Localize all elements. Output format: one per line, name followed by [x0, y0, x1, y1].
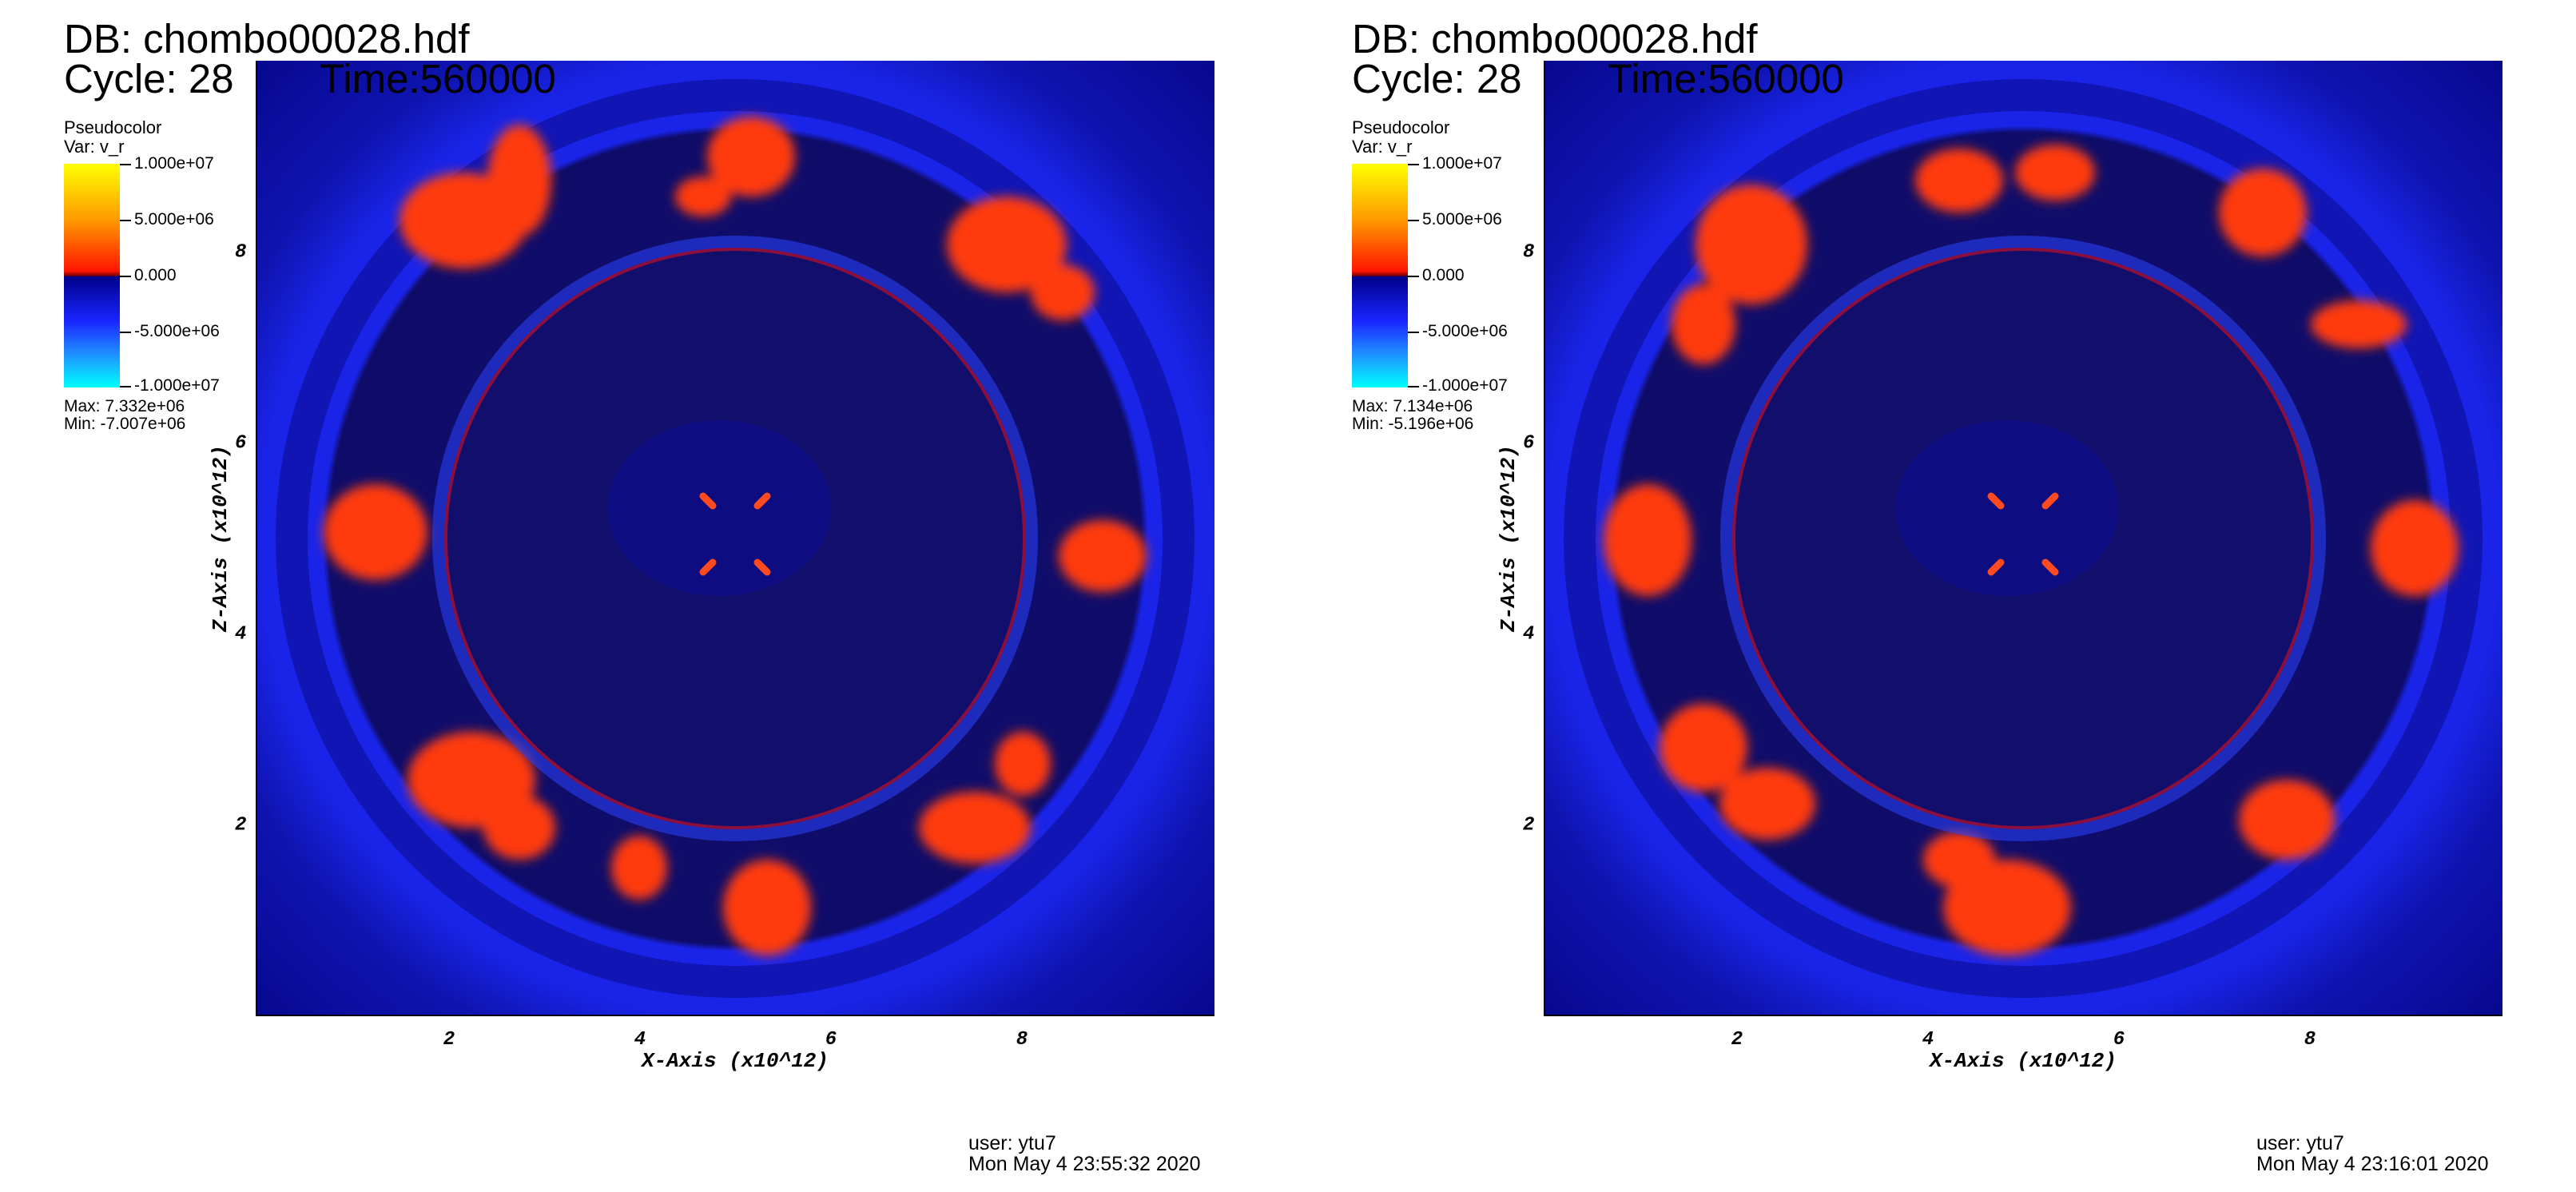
- time-label: Time:560000: [1608, 56, 1844, 101]
- y-tick-label: 6: [1523, 432, 1535, 455]
- y-tick-label: 6: [235, 432, 247, 455]
- colorbar-tick-label: 5.000e+06: [134, 210, 214, 228]
- x-tick-label: 4: [1922, 1029, 1934, 1051]
- x-tick-label: 6: [825, 1029, 837, 1051]
- cycle-label: Cycle: 28: [64, 56, 234, 101]
- colorbar-tick: [1408, 386, 1419, 387]
- colorbar-tick-label: 0.000: [134, 266, 177, 284]
- plot-window-left: DB: chombo00028.hdf Cycle: 28 Time:56000…: [64, 16, 1214, 1175]
- colorbar-tick: [120, 332, 131, 333]
- x-tick-label: 8: [2304, 1029, 2316, 1051]
- y-tick-label: 8: [1523, 241, 1535, 264]
- colorbar-tick-label: 5.000e+06: [1422, 210, 1502, 228]
- colorbar: [1352, 164, 1408, 387]
- date-label: Mon May 4 23:16:01 2020: [2256, 1153, 2489, 1175]
- pseudocolor-plot[interactable]: [256, 61, 1214, 1016]
- time-label: Time:560000: [320, 56, 556, 101]
- pseudocolor-plot[interactable]: [1544, 61, 2502, 1016]
- legend-max: Max: 7.134e+06: [1352, 397, 1473, 415]
- y-tick-label: 4: [235, 623, 247, 646]
- y-tick-label: 8: [235, 241, 247, 264]
- y-tick-label: 2: [235, 814, 247, 836]
- date-label: Mon May 4 23:55:32 2020: [968, 1153, 1201, 1175]
- colorbar-tick-label: -5.000e+06: [134, 322, 220, 340]
- colorbar: [64, 164, 120, 387]
- x-tick-label: 2: [1731, 1029, 1743, 1051]
- x-tick-label: 6: [2113, 1029, 2125, 1051]
- colorbar-tick: [120, 386, 131, 387]
- legend-min: Min: -5.196e+06: [1352, 415, 1474, 433]
- database-title: DB: chombo00028.hdf: [64, 16, 470, 62]
- y-axis-title: Z-Axis (x10^12): [1497, 444, 1521, 633]
- legend-min: Min: -7.007e+06: [64, 415, 186, 433]
- colorbar-tick-label: 0.000: [1422, 266, 1465, 284]
- x-tick-label: 8: [1016, 1029, 1028, 1051]
- y-tick-label: 4: [1523, 623, 1535, 646]
- colorbar-tick: [120, 164, 131, 165]
- plot-window-right: DB: chombo00028.hdf Cycle: 28 Time:56000…: [1288, 0, 2576, 1192]
- cycle-label: Cycle: 28: [1352, 56, 1522, 101]
- x-axis-title: X-Axis (x10^12): [1929, 1049, 2117, 1073]
- x-tick-label: 2: [443, 1029, 455, 1051]
- colorbar-tick: [120, 220, 131, 221]
- y-tick-label: 2: [1523, 814, 1535, 836]
- user-label: user: ytu7: [968, 1132, 1056, 1154]
- colorbar-tick-label: -1.000e+07: [1422, 376, 1508, 395]
- y-axis-title: Z-Axis (x10^12): [209, 444, 233, 633]
- x-tick-label: 4: [634, 1029, 646, 1051]
- colorbar-tick: [1408, 276, 1419, 277]
- legend-max: Max: 7.332e+06: [64, 397, 185, 415]
- legend-title: Pseudocolor: [64, 117, 162, 137]
- colorbar-tick-label: 1.000e+07: [134, 154, 214, 173]
- database-title: DB: chombo00028.hdf: [1352, 16, 1758, 62]
- colorbar-tick: [120, 276, 131, 277]
- colorbar-tick: [1408, 164, 1419, 165]
- colorbar-tick: [1408, 332, 1419, 333]
- legend-variable: Var: v_r: [64, 137, 125, 157]
- user-label: user: ytu7: [2256, 1132, 2344, 1154]
- colorbar-tick-label: -1.000e+07: [134, 376, 220, 395]
- colorbar-tick: [1408, 220, 1419, 221]
- colorbar-tick-label: -5.000e+06: [1422, 322, 1508, 340]
- x-axis-title: X-Axis (x10^12): [641, 1049, 829, 1073]
- legend-variable: Var: v_r: [1352, 137, 1413, 157]
- colorbar-tick-label: 1.000e+07: [1422, 154, 1502, 173]
- legend-title: Pseudocolor: [1352, 117, 1450, 137]
